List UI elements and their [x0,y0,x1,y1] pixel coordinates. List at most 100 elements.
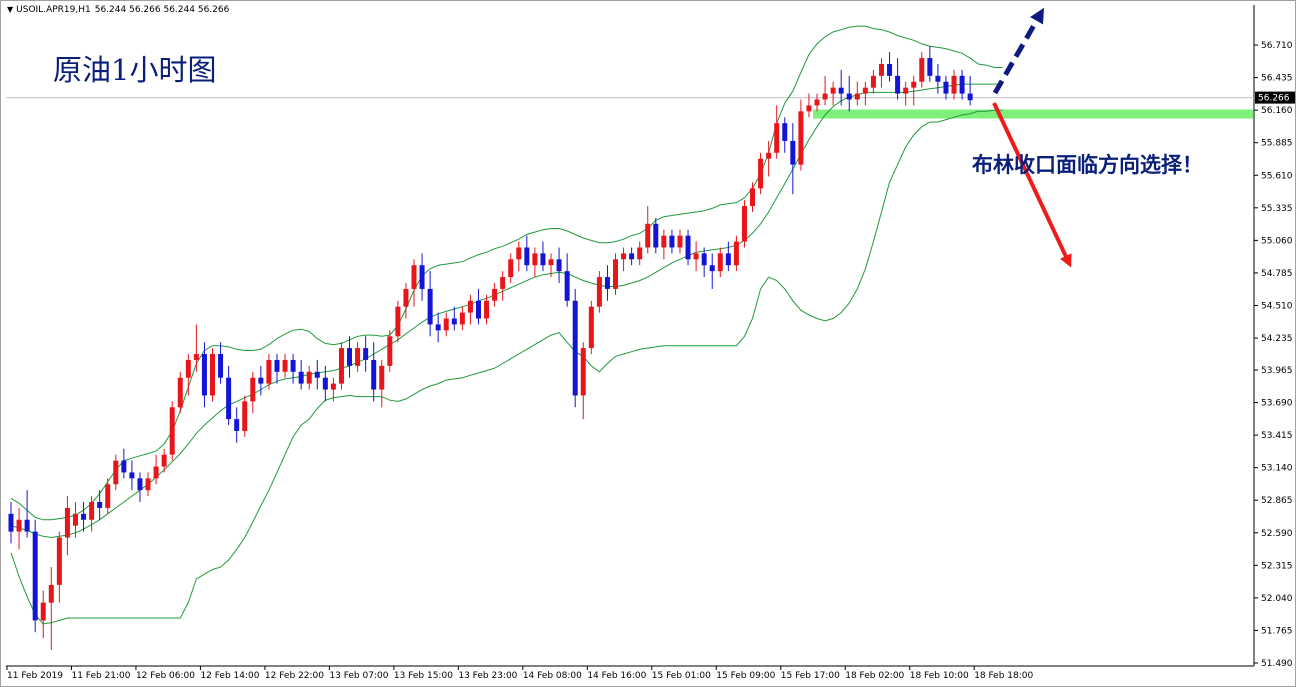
candle-body [725,253,731,266]
time-tick-label: 12 Feb 06:00 [136,671,195,681]
candle-body [637,247,643,260]
candle-body [129,472,135,479]
time-tick-label: 11 Feb 21:00 [71,671,130,681]
candle-body [298,371,304,384]
chevron-down-icon[interactable]: ▼ [7,5,14,14]
candle-body [193,354,199,360]
candle-body [218,354,224,378]
price-tick-label: 55.060 [1261,236,1293,246]
candle-body [282,359,288,372]
price-tick-label: 54.785 [1261,269,1293,279]
candle-body [16,519,22,532]
candle-body [548,259,554,266]
candle-body [862,87,868,94]
price-tick-label: 53.965 [1261,366,1293,376]
candle-body [677,235,683,248]
price-tick-label: 53.690 [1261,399,1293,409]
candle-body [274,359,280,372]
candle-body [621,253,627,260]
candle-body [451,318,457,325]
time-tick-label: 18 Feb 10:00 [910,671,969,681]
bollinger-lower-band [10,109,1003,625]
support-zone [813,109,1253,119]
candle-body [314,371,320,378]
price-tick-label: 52.040 [1261,594,1293,604]
candle-body [516,247,522,260]
candle-body [8,513,14,532]
candle-body [846,93,852,100]
candle-body [242,401,248,431]
candle-body [927,58,933,76]
candle-body [822,93,828,100]
candle-body [105,484,111,508]
candle-body [653,223,659,248]
price-tick-label: 54.235 [1261,334,1293,344]
candle-body [782,123,788,141]
time-tick-label: 14 Feb 08:00 [523,671,582,681]
candle-body [48,584,54,603]
candle-body [435,324,441,331]
candle-body [645,223,651,248]
price-tick-label: 55.335 [1261,204,1293,214]
time-tick-label: 18 Feb 02:00 [845,671,904,681]
candle-body [32,531,38,621]
candle-body [750,188,756,207]
candle-body [838,87,844,94]
candle-body [709,265,715,272]
time-tick-label: 15 Feb 01:00 [652,671,711,681]
candle-body [387,336,393,366]
candle-body [741,206,747,242]
candle-body [153,466,159,479]
candle-body [790,140,796,165]
time-tick-label: 15 Feb 17:00 [781,671,840,681]
time-tick-label: 12 Feb 22:00 [265,671,324,681]
time-tick-label: 13 Feb 07:00 [329,671,388,681]
candle-body [411,265,417,289]
candle-body [475,300,481,319]
candle-body [97,502,103,508]
ohlc-high: 56.266 [129,5,161,15]
candle-body [903,87,909,94]
candle-body [72,513,78,526]
candle-body [500,277,506,289]
candles [8,46,973,650]
candle-body [484,300,490,319]
price-tick-label: 56.710 [1261,41,1293,51]
candle-body [758,158,764,189]
candle-body [733,241,739,266]
candle-body [395,306,401,337]
candle-body [524,247,530,266]
candle-body [371,359,377,390]
candle-body [403,288,409,307]
symbol-header: ▼ USOIL.APR19,H1 56.244 56.266 56.244 56.2… [7,5,229,15]
candle-body [363,348,369,360]
candle-body [556,259,562,272]
candle-body [685,235,691,260]
candle-body [210,354,215,396]
candle-body [169,407,175,455]
candle-body [895,75,901,94]
candle-body [572,300,578,396]
candle-body [145,478,151,491]
candle-body [967,93,973,101]
candle-body [459,312,465,325]
candle-body [951,75,957,94]
candle-body [355,348,361,366]
candle-body [40,602,46,621]
candle-body [306,371,312,384]
ohlc-low: 56.244 [163,5,195,15]
bollinger-note: 布林收口面临方向选择！ [972,152,1203,177]
time-tick-label: 13 Feb 23:00 [458,671,517,681]
candle-body [830,87,836,94]
time-tick-label: 15 Feb 09:00 [716,671,775,681]
current-price-label: 56.266 [1258,94,1290,104]
candle-body [878,63,884,76]
price-tick-label: 54.510 [1261,301,1293,311]
candle-body [870,75,876,88]
candle-body [766,152,772,159]
candle-body [322,377,328,390]
candle-body [177,377,183,408]
price-tick-label: 52.590 [1261,529,1293,539]
